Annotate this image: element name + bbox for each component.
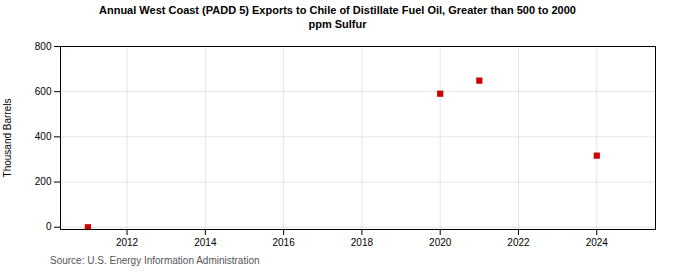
svg-text:2022: 2022 [507,236,530,247]
svg-text:0: 0 [46,221,52,232]
svg-text:2016: 2016 [273,236,296,247]
html-text:Source: U.S. Energy Informatio: Source: U.S. Energy Information Administ… [50,254,260,266]
svg-text:400: 400 [35,131,52,142]
svg-text:800: 800 [35,40,52,51]
html-text:Annual West Coast (PADD 5) Exp: Annual West Coast (PADD 5) Exports to Ch… [99,4,576,30]
svg-text:2014: 2014 [194,236,217,247]
svg-text:Thousand Barrels: Thousand Barrels [2,98,13,177]
svg-text:200: 200 [35,176,52,187]
svg-text:2018: 2018 [351,236,374,247]
svg-text:2020: 2020 [429,236,452,247]
svg-text:2012: 2012 [116,236,139,247]
svg-text:600: 600 [35,85,52,96]
svg-text:2024: 2024 [586,236,609,247]
